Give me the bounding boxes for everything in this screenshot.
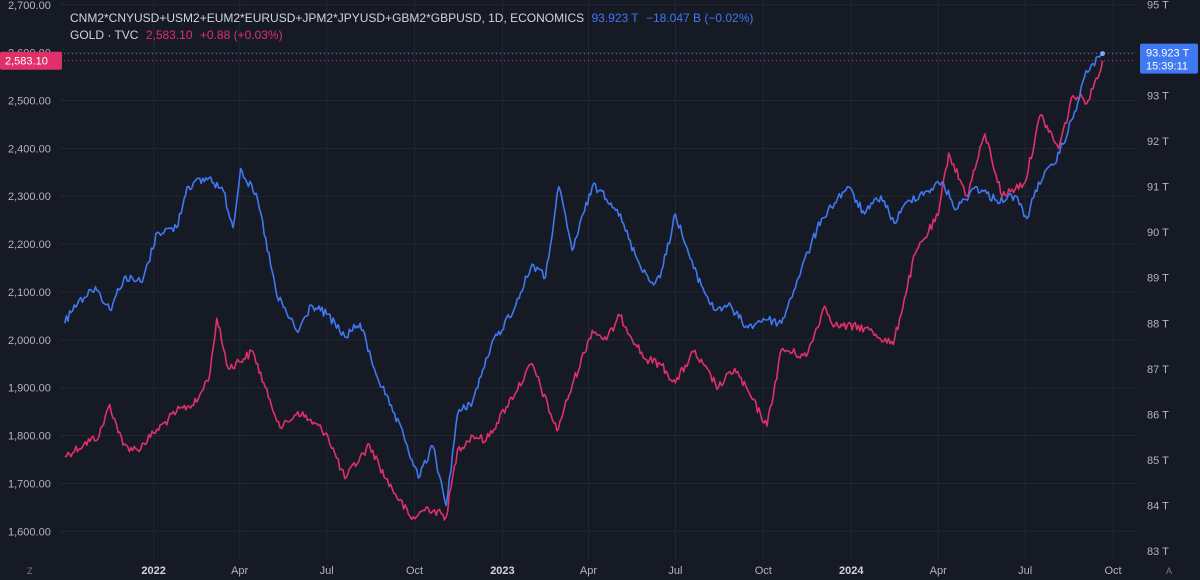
legend-gold-change: +0.88 (+0.03%): [199, 28, 283, 42]
grid-lines: [60, 0, 1136, 560]
time-tick-label: 2023: [490, 565, 514, 577]
m2-value-badge: 93.923 T15:39:11: [1140, 43, 1198, 74]
time-tick-label: Jul: [1018, 565, 1032, 577]
right-tick-label: 85 T: [1147, 455, 1169, 467]
left-axis[interactable]: 1,600.00 1,700.00 1,800.00 1,900.00 2,000.00…: [8, 0, 51, 538]
m2-value-badge-text: 93.923 T: [1146, 48, 1190, 60]
right-tick-label: 91 T: [1147, 182, 1169, 194]
price-overlays: 2,583.10 93.923 T15:39:11: [0, 43, 1198, 74]
left-tick-label: 1,600.00: [8, 526, 51, 538]
left-tick-label: 2,100.00: [8, 287, 51, 299]
m2-last-point: [1100, 51, 1106, 57]
legend-row-gold[interactable]: GOLD · TVC 2,583.10 +0.88 (+0.03%): [70, 27, 757, 44]
legend-gold-name: GOLD · TVC: [70, 28, 139, 42]
right-tick-label: 88 T: [1147, 318, 1169, 330]
time-tick-label: Apr: [231, 565, 248, 577]
gold-price-badge-bg: [0, 51, 62, 70]
right-tick-label: 83 T: [1147, 546, 1169, 558]
right-tick-label: 84 T: [1147, 500, 1169, 512]
gold-price-badge-text: 2,583.10: [5, 56, 48, 68]
legend-m2-name: CNM2*CNYUSD+USM2+EUM2*EURUSD+JPM2*JPYUSD…: [70, 11, 585, 25]
left-tick-label: 1,700.00: [8, 478, 51, 490]
m2-series-line[interactable]: [64, 52, 1104, 507]
time-tick-label: Jul: [320, 565, 334, 577]
zoom-toggle[interactable]: Z: [27, 566, 33, 576]
left-tick-label: 1,800.00: [8, 431, 51, 443]
left-tick-label: 2,000.00: [8, 335, 51, 347]
time-tick-label: Oct: [755, 565, 772, 577]
gold-series-line[interactable]: [64, 60, 1104, 521]
left-tick-label: 2,200.00: [8, 239, 51, 251]
legend-row-m2[interactable]: CNM2*CNYUSD+USM2+EUM2*EURUSD+JPM2*JPYUSD…: [70, 10, 757, 27]
series-lines: [64, 52, 1104, 521]
left-tick-label: 2,500.00: [8, 96, 51, 108]
right-tick-label: 89 T: [1147, 273, 1169, 285]
left-tick-label: 2,700.00: [8, 0, 51, 12]
legend-gold-value: 2,583.10: [145, 28, 193, 42]
right-tick-label: 93 T: [1147, 91, 1169, 103]
legend: CNM2*CNYUSD+USM2+EUM2*EURUSD+JPM2*JPYUSD…: [70, 10, 757, 44]
time-axis[interactable]: 2022 Apr Jul Oct 2023 Apr Jul Oct 2024 Apr Jul Oct: [141, 565, 1121, 577]
time-tick-label: 2022: [141, 565, 165, 577]
right-tick-label: 92 T: [1147, 136, 1169, 148]
time-tick-label: 2024: [839, 565, 864, 577]
time-tick-label: Apr: [930, 565, 947, 577]
right-tick-label: 87 T: [1147, 364, 1169, 376]
right-tick-label: 90 T: [1147, 227, 1169, 239]
left-tick-label: 2,400.00: [8, 143, 51, 155]
right-tick-label: 86 T: [1147, 409, 1169, 421]
time-tick-label: Oct: [1105, 565, 1122, 577]
legend-m2-change: −18.047 B (−0.02%): [645, 11, 754, 25]
auto-scale-toggle[interactable]: A: [1166, 566, 1172, 576]
left-tick-label: 2,300.00: [8, 191, 51, 203]
m2-value-badge-bg: [1140, 43, 1198, 74]
left-tick-label: 1,900.00: [8, 383, 51, 395]
m2-countdown-text: 15:39:11: [1146, 61, 1188, 73]
time-tick-label: Jul: [668, 565, 682, 577]
legend-m2-value: 93.923 T: [591, 11, 639, 25]
right-tick-label: 95 T: [1147, 0, 1169, 12]
time-tick-label: Apr: [580, 565, 597, 577]
time-tick-label: Oct: [406, 565, 423, 577]
gold-price-badge: 2,583.10: [0, 51, 62, 70]
